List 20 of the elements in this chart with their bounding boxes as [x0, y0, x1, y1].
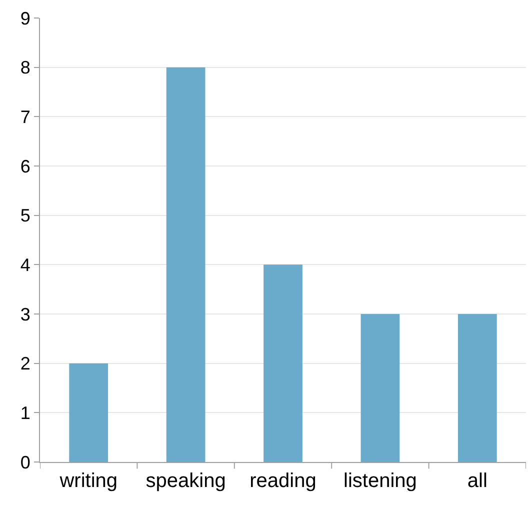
x-tick-label: writing — [58, 470, 118, 492]
y-tick-label: 9 — [20, 8, 30, 28]
bar — [69, 363, 108, 462]
x-tick-label: reading — [250, 470, 316, 492]
y-tick-label: 0 — [20, 452, 30, 472]
x-tick-label: all — [467, 470, 488, 492]
y-tick-label: 5 — [20, 206, 30, 226]
y-tick-label: 2 — [20, 354, 30, 374]
bar — [360, 314, 400, 462]
x-tick-label: listening — [344, 470, 417, 492]
y-tick-label: 7 — [20, 106, 30, 127]
x-tick-label: speaking — [146, 470, 226, 492]
bar — [264, 264, 302, 462]
y-tick-label: 1 — [20, 402, 30, 423]
y-tick-label: 4 — [20, 254, 30, 275]
y-tick-label: 8 — [20, 58, 30, 78]
y-tick-label: 3 — [20, 304, 30, 324]
y-tick-label: 6 — [20, 156, 30, 176]
bar — [458, 314, 497, 462]
bar — [166, 67, 206, 462]
